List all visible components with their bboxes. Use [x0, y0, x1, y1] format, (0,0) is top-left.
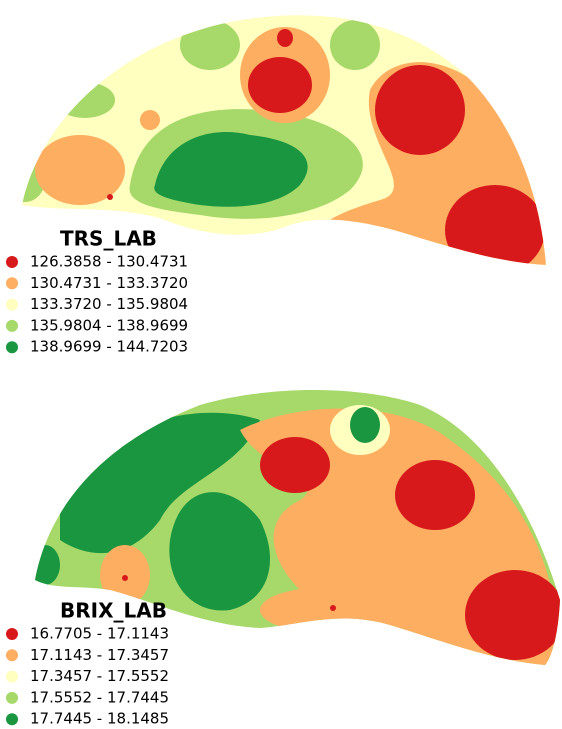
legend-label: 16.7705 - 17.1143: [30, 625, 169, 643]
legend-swatch: [6, 713, 18, 726]
legend-label: 17.3457 - 17.5552: [30, 667, 169, 685]
legend-swatch: [6, 670, 18, 683]
legend-label: 17.5552 - 17.7445: [30, 688, 169, 706]
legend-swatch: [6, 298, 18, 311]
legend-swatch: [6, 319, 18, 332]
legend-swatch: [6, 691, 18, 704]
legends: TRS_LAB 126.3858 - 130.4731 130.4731 - 133…: [6, 227, 188, 728]
legend-label: 130.4731 - 133.3720: [30, 274, 188, 292]
legend-label: 138.9699 - 144.7203: [30, 338, 188, 356]
legend-swatch: [6, 628, 18, 640]
legend-label: 133.3720 - 135.9804: [30, 295, 188, 313]
legend-swatch: [6, 649, 18, 662]
legend-label: 17.7445 - 18.1485: [30, 710, 169, 728]
legend-label: 17.1143 - 17.3457: [30, 646, 169, 664]
legend-title: BRIX_LAB: [60, 599, 167, 623]
legend-swatch: [6, 341, 18, 354]
legend-label: 135.9804 - 138.9699: [30, 316, 188, 334]
legend-swatch: [6, 256, 18, 268]
legend-title: TRS_LAB: [60, 227, 157, 251]
legend-label: 126.3858 - 130.4731: [30, 253, 188, 271]
legend-swatch: [6, 277, 18, 290]
